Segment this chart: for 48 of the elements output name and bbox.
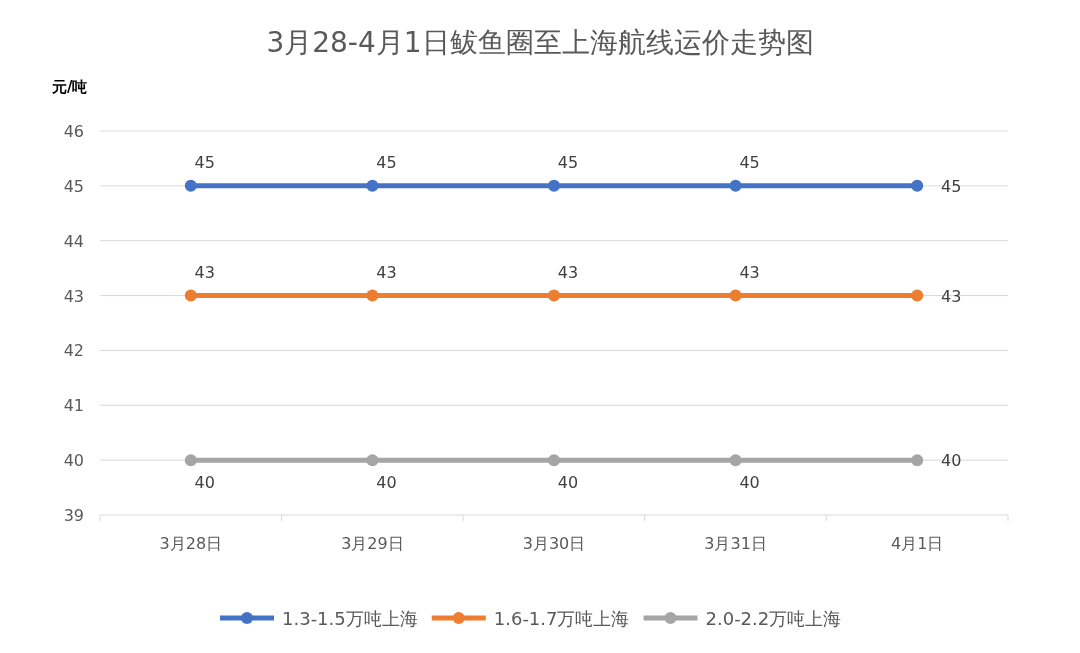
- x-tick-label: 3月28日: [159, 534, 223, 553]
- y-axis-title: 元/吨: [51, 78, 88, 96]
- data-label: 43: [557, 262, 579, 282]
- y-tick-label: 41: [63, 396, 84, 416]
- x-tick-label: 3月30日: [522, 534, 586, 553]
- x-tick-label: 3月29日: [341, 534, 404, 553]
- point: [729, 179, 742, 192]
- y-tick-label: 42: [63, 341, 84, 361]
- point: [548, 179, 560, 192]
- chart-title: 3月28-4月1日鲅鱼圈至上海航线运价走势图: [266, 26, 814, 59]
- y-tick-label: 39: [63, 506, 84, 525]
- point: [184, 289, 197, 302]
- legend-label: 1.3-1.5万吨上海: [282, 608, 418, 629]
- point: [911, 179, 924, 192]
- data-label: 45: [557, 152, 579, 172]
- point: [366, 454, 379, 467]
- point: [911, 289, 924, 302]
- point: [729, 454, 742, 467]
- x-tick-label: 4月1日: [891, 534, 944, 553]
- data-label: 45: [194, 152, 215, 172]
- x-tick-label: 3月31日: [704, 534, 767, 553]
- data-label: 43: [194, 262, 215, 282]
- legend-label: 1.6-1.7万吨上海: [493, 608, 630, 629]
- data-label: 43: [376, 262, 397, 282]
- data-label: 43: [941, 286, 962, 306]
- data-label: 43: [739, 262, 760, 282]
- y-tick-label: 46: [63, 122, 84, 141]
- data-label: 40: [557, 473, 579, 493]
- data-label: 40: [194, 473, 215, 493]
- y-tick-label: 44: [63, 231, 84, 251]
- point: [184, 454, 197, 467]
- data-label: 40: [941, 451, 962, 471]
- y-tick-label: 40: [63, 451, 84, 471]
- point: [184, 179, 197, 192]
- point: [548, 454, 560, 467]
- data-label: 40: [739, 473, 760, 493]
- point: [366, 289, 379, 302]
- y-tick-label: 43: [63, 286, 84, 306]
- data-label: 45: [739, 152, 760, 172]
- data-label: 40: [376, 473, 397, 493]
- legend-label: 2.0-2.2万吨上海: [705, 608, 842, 629]
- point: [548, 289, 560, 302]
- point: [911, 454, 924, 467]
- point: [729, 289, 742, 302]
- point: [366, 179, 379, 192]
- y-tick-label: 45: [63, 176, 84, 196]
- data-label: 45: [376, 152, 397, 172]
- data-label: 45: [941, 176, 962, 196]
